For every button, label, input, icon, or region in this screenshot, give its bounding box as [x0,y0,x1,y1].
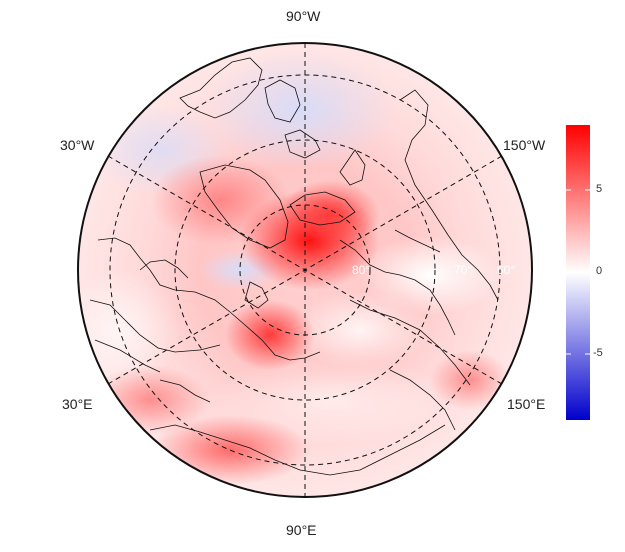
lon-label-30w: 30°W [60,137,95,153]
lat-label-60: 60° [497,263,515,277]
lon-label-30e: 30°E [62,396,93,412]
lon-label-90e: 90°E [286,522,317,538]
coastlines [89,57,499,476]
colorbar-tick-5: 5 [596,183,603,195]
colorbar-ticks [566,189,590,355]
map-boundary [77,42,533,498]
colorbar-tick-minus5: -5 [593,347,603,359]
lat-label-70: 70° [454,263,472,277]
colorbar-tick-0: 0 [596,265,603,277]
lat-label-80: 80° [352,263,370,277]
lon-label-90w: 90°W [286,8,321,24]
lon-label-150w: 150°W [503,137,546,153]
lon-label-150e: 150°E [507,396,546,412]
graticule [107,43,503,497]
latitude-labels: 80° 70° 60° [352,263,515,277]
